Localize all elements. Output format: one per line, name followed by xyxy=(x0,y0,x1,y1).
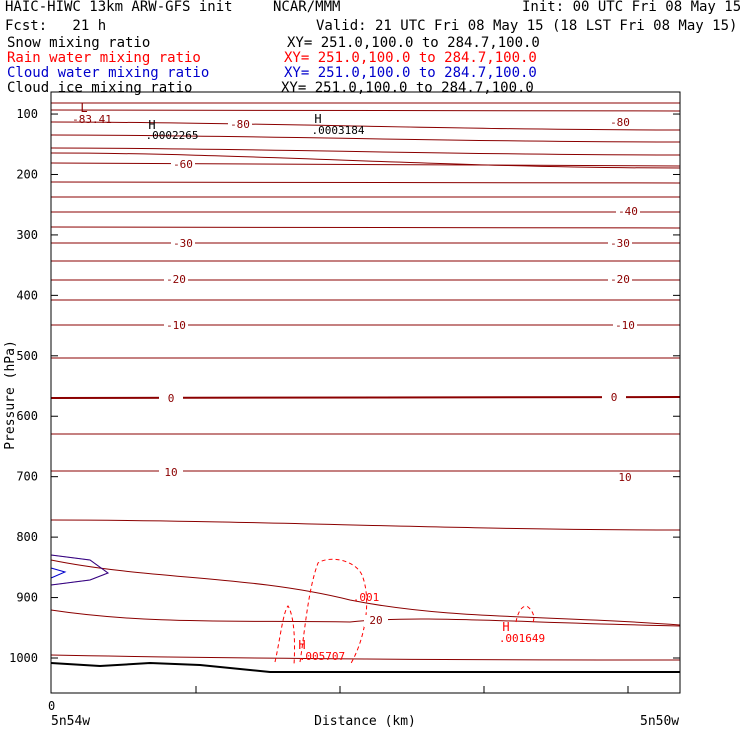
cloud-water-contour xyxy=(50,554,110,586)
x-tick-label: 0 xyxy=(48,699,55,713)
isotherm-line xyxy=(50,181,681,184)
moisture-features xyxy=(50,554,680,673)
isotherm-label: -80 xyxy=(610,116,630,129)
label-bg xyxy=(602,392,626,404)
temperature-contours xyxy=(50,102,681,661)
label-bg xyxy=(613,472,637,484)
isotherm-line xyxy=(50,134,681,143)
isotherm-label: 0 xyxy=(611,391,618,404)
isotherm-line xyxy=(50,147,681,156)
forecast-hour: Fcst: 21 h xyxy=(5,18,107,34)
org-label: NCAR/MMM xyxy=(273,0,341,15)
isotherm-line xyxy=(50,559,681,626)
extremum-value: .0003184 xyxy=(312,124,365,137)
plot-frame xyxy=(50,91,681,694)
isotherm-label: -30 xyxy=(610,237,630,250)
isotherm-label: 10 xyxy=(618,471,631,484)
isotherm-line xyxy=(50,654,681,661)
label-bg xyxy=(613,320,637,332)
label-bg xyxy=(171,238,195,250)
init-time: Init: 00 UTC Fri 08 May 15 xyxy=(522,0,740,15)
y-tick-label: 300 xyxy=(16,228,38,242)
isotherm-label: -10 xyxy=(615,319,635,332)
field-cloudwater-xy: XY= 251.0,100.0 to 284.7,100.0 xyxy=(284,65,537,81)
isotherm-line xyxy=(50,226,681,229)
y-tick-label: 400 xyxy=(16,288,38,302)
y-tick-label: 200 xyxy=(16,167,38,181)
x-axis-label: Distance (km) xyxy=(314,714,416,729)
field-rain-name: Rain water mixing ratio xyxy=(7,50,201,66)
cloud-ice-contour xyxy=(50,554,110,586)
y-tick-label: 100 xyxy=(16,107,38,121)
extremum-value: .001649 xyxy=(499,632,545,645)
y-tick-label: 700 xyxy=(16,470,38,484)
isotherm-line xyxy=(50,519,681,531)
isotherm-line xyxy=(50,396,681,399)
label-bg xyxy=(228,119,252,131)
y-tick-label: 600 xyxy=(16,409,38,423)
extremum-letter: H xyxy=(314,112,321,126)
label-bg xyxy=(616,206,640,218)
field-snow-xy: XY= 251.0,100.0 to 284.7,100.0 xyxy=(287,35,540,51)
label-bg xyxy=(159,467,183,479)
isotherm-label: -10 xyxy=(166,319,186,332)
extremum-letter: L xyxy=(80,101,87,115)
extremum-letter: H xyxy=(298,638,305,652)
rain-contour xyxy=(274,605,295,666)
x-right-location: 5n50w xyxy=(640,714,679,729)
label-bg xyxy=(364,615,388,627)
label-bg xyxy=(159,393,183,405)
field-rain-xy: XY= 251.0,100.0 to 284.7,100.0 xyxy=(284,50,537,66)
valid-time: Valid: 21 UTC Fri 08 May 15 (18 LST Fri … xyxy=(316,18,738,34)
isotherm-label: 10 xyxy=(164,466,177,479)
isotherm-label: -40 xyxy=(618,205,638,218)
y-tick-label: 500 xyxy=(16,349,38,363)
isotherm-line xyxy=(50,162,681,167)
isotherm-label: -80 xyxy=(230,118,250,131)
isotherm-label: -20 xyxy=(166,273,186,286)
y-tick-label: 1000 xyxy=(9,651,38,665)
isotherm-label: 0 xyxy=(168,392,175,405)
label-bg xyxy=(171,159,195,171)
field-snow-name: Snow mixing ratio xyxy=(7,35,151,51)
extremum-value: .0002265 xyxy=(146,129,199,142)
isotherm-line xyxy=(50,109,681,112)
isotherm-label: 20 xyxy=(369,614,382,627)
label-bg xyxy=(608,238,632,250)
y-tick-label: 800 xyxy=(16,530,38,544)
isotherm-label: -60 xyxy=(173,158,193,171)
extremum-value: -83.41 xyxy=(72,113,112,126)
y-axis-label: Pressure (hPa) xyxy=(3,340,18,450)
contour-labels: -80 -80 -60 -40 -30 -30 -20 -20 -10 -10 0 0 10 10 20 L-… xyxy=(72,101,640,663)
y-tick-label: 900 xyxy=(16,591,38,605)
label-bg xyxy=(164,320,188,332)
label-bg xyxy=(608,117,632,129)
rain-contour-label: .001 xyxy=(353,591,380,604)
isotherm-label: -30 xyxy=(173,237,193,250)
isotherm-line xyxy=(50,121,681,131)
extremum-letter: H xyxy=(148,118,155,132)
cloud-water-contour xyxy=(50,567,67,579)
extremum-letter: H xyxy=(502,620,509,634)
x-left-location: 5n54w xyxy=(51,714,90,729)
label-bg xyxy=(608,274,632,286)
field-cloudwater-name: Cloud water mixing ratio xyxy=(7,65,210,81)
model-title: HAIC-HIWC 13km ARW-GFS init xyxy=(5,0,233,15)
extremum-value: .005707 xyxy=(299,650,345,663)
isotherm-line xyxy=(50,152,681,169)
label-bg xyxy=(164,274,188,286)
isotherm-line xyxy=(50,609,681,627)
terrain-line xyxy=(50,661,680,673)
rain-contour xyxy=(515,605,535,625)
isotherm-label: -20 xyxy=(610,273,630,286)
